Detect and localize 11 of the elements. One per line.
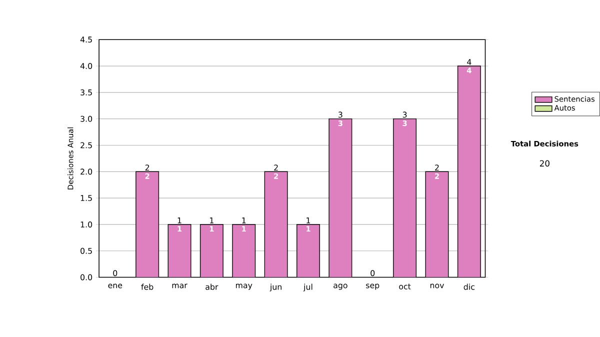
bar bbox=[168, 224, 191, 278]
bar bbox=[264, 172, 288, 278]
bar bbox=[393, 118, 417, 278]
bar bbox=[296, 224, 320, 278]
bar bbox=[232, 224, 256, 278]
bar bbox=[200, 224, 224, 278]
bar bbox=[425, 171, 449, 278]
bar bbox=[136, 172, 159, 278]
text: 20 bbox=[540, 160, 550, 167]
bar bbox=[329, 118, 352, 278]
bar bbox=[457, 66, 481, 278]
